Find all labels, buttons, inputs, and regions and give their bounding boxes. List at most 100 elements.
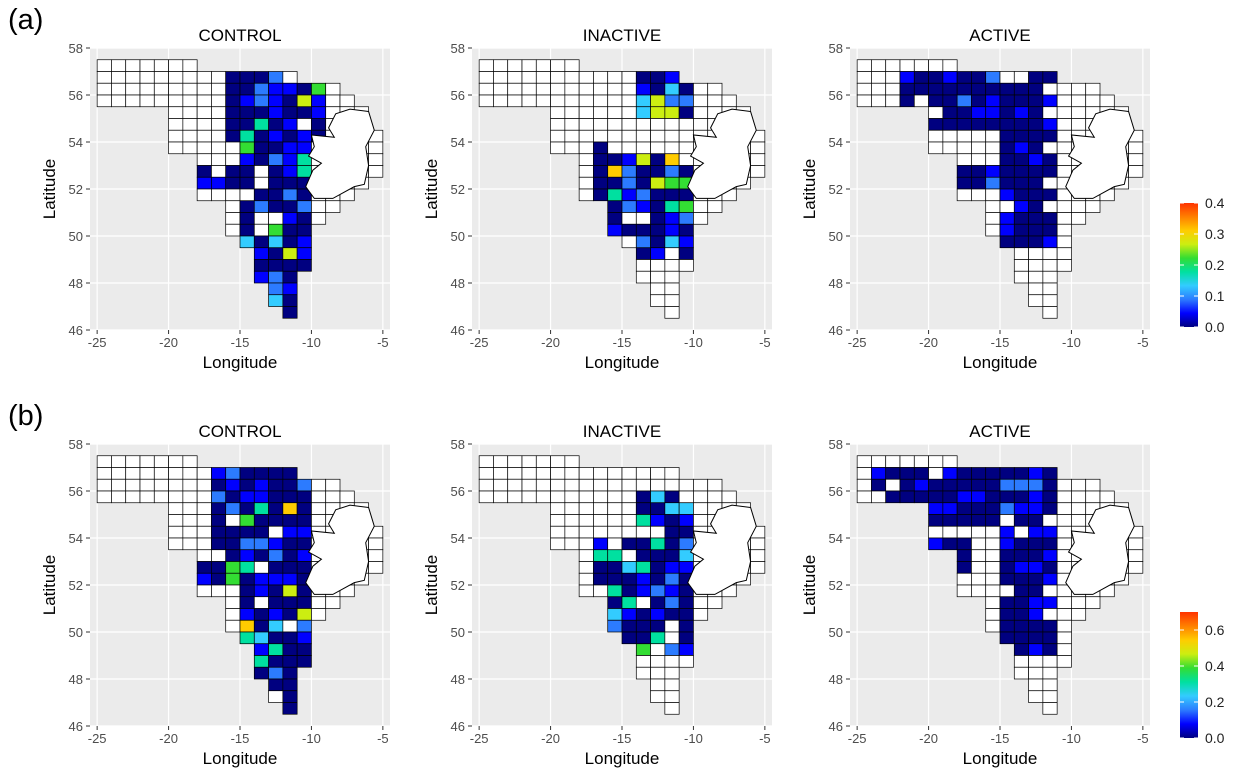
- grid-cell: [535, 71, 551, 84]
- grid-cell: [928, 94, 944, 108]
- grid-cell: [125, 490, 141, 504]
- panel-title: INACTIVE: [583, 26, 661, 45]
- grid-cell: [493, 71, 509, 84]
- grid-cell: [750, 561, 766, 574]
- grid-cell: [139, 94, 155, 108]
- grid-cell: [268, 572, 284, 586]
- grid-cell: [1056, 223, 1072, 237]
- grid-cell: [971, 478, 987, 492]
- grid-cell: [296, 561, 312, 574]
- grid-cell: [153, 94, 169, 108]
- grid-cell: [282, 200, 298, 213]
- grid-cell: [956, 71, 972, 84]
- grid-cell: [253, 235, 269, 249]
- y-tick-label: 58: [451, 437, 465, 452]
- grid-cell: [621, 94, 637, 108]
- grid-cell: [239, 537, 255, 551]
- grid-cell: [239, 502, 255, 515]
- grid-cell: [368, 165, 384, 178]
- grid-cell: [368, 549, 384, 562]
- y-tick-label: 54: [829, 531, 843, 546]
- grid-cell: [268, 502, 284, 515]
- grid-cell: [678, 118, 694, 131]
- grid-cell: [650, 643, 666, 656]
- grid-cell: [253, 94, 269, 108]
- grid-cell: [1028, 478, 1044, 492]
- grid-cell: [635, 118, 651, 131]
- grid-cell: [211, 141, 227, 155]
- grid-cell: [621, 490, 637, 504]
- grid-cell: [721, 94, 737, 108]
- grid-cell: [125, 82, 141, 96]
- grid-cell: [268, 235, 284, 249]
- grid-cell: [956, 514, 972, 527]
- grid-cell: [664, 490, 680, 504]
- grid-cell: [550, 94, 566, 108]
- grid-cell: [282, 549, 298, 562]
- grid-cell: [239, 561, 255, 574]
- grid-cell: [225, 223, 241, 237]
- grid-cell: [225, 561, 241, 574]
- grid-cell: [521, 94, 537, 108]
- grid-cell: [678, 82, 694, 96]
- grid-cell: [1028, 223, 1044, 237]
- grid-cell: [153, 467, 169, 480]
- grid-cell: [507, 59, 523, 72]
- grid-cell: [650, 94, 666, 108]
- grid-cell: [721, 490, 737, 504]
- legend-tick-label: 0.2: [1205, 257, 1225, 273]
- grid-cell: [578, 502, 594, 515]
- grid-cell: [985, 129, 1001, 143]
- grid-cell: [282, 478, 298, 492]
- grid-cell: [1056, 478, 1072, 492]
- grid-cell: [282, 223, 298, 237]
- grid-cell: [650, 537, 666, 551]
- grid-cell: [296, 608, 312, 621]
- ireland-landmass: [305, 108, 375, 199]
- grid-cell: [478, 59, 494, 72]
- grid-cell: [650, 141, 666, 155]
- grid-cell: [607, 514, 623, 527]
- grid-cell: [578, 94, 594, 108]
- x-tick-label: -15: [991, 731, 1010, 746]
- grid-cell: [607, 176, 623, 190]
- grid-cell: [253, 525, 269, 539]
- grid-cell: [478, 490, 494, 504]
- grid-cell: [139, 82, 155, 96]
- y-tick-label: 48: [69, 276, 83, 291]
- grid-cell: [1056, 596, 1072, 609]
- grid-cell: [296, 200, 312, 213]
- grid-cell: [268, 643, 284, 656]
- grid-cell: [564, 118, 580, 131]
- grid-cell: [578, 165, 594, 178]
- grid-cell: [1013, 212, 1029, 225]
- grid-cell: [664, 176, 680, 190]
- grid-cell: [899, 94, 915, 108]
- grid-cell: [564, 59, 580, 72]
- grid-cell: [182, 106, 198, 119]
- grid-cell: [211, 82, 227, 96]
- grid-cell: [985, 525, 1001, 539]
- grid-cell: [928, 59, 944, 72]
- grid-cell: [593, 129, 609, 143]
- grid-cell: [635, 608, 651, 621]
- y-tick-label: 48: [829, 672, 843, 687]
- grid-cell: [1028, 71, 1044, 84]
- grid-cell: [478, 467, 494, 480]
- grid-cell: [607, 596, 623, 609]
- grid-cell: [1085, 478, 1101, 492]
- grid-cell: [928, 514, 944, 527]
- grid-cell: [225, 106, 241, 119]
- grid-cell: [913, 59, 929, 72]
- grid-cell: [196, 188, 212, 202]
- grid-cell: [196, 514, 212, 527]
- y-axis-label: Latitude: [40, 159, 59, 220]
- grid-cell: [253, 537, 269, 551]
- grid-cell: [1056, 525, 1072, 539]
- grid-cell: [928, 478, 944, 492]
- grid-cell: [1128, 561, 1144, 574]
- grid-cell: [942, 129, 958, 143]
- grid-cell: [707, 82, 723, 96]
- grid-cell: [999, 82, 1015, 96]
- grid-cell: [693, 106, 709, 119]
